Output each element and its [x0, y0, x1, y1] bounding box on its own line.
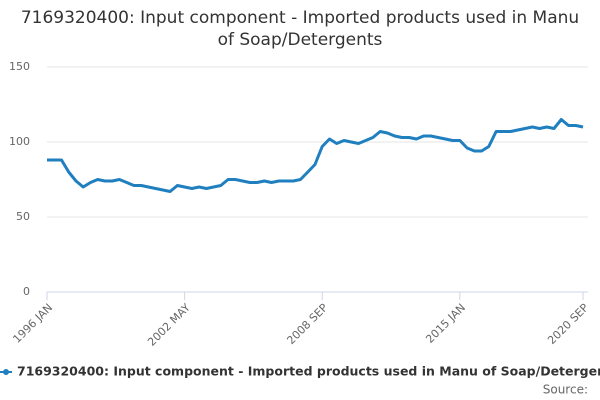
- x-tick-label: 2020 SEP: [545, 301, 591, 347]
- y-tick-label: 0: [23, 285, 30, 298]
- chart-title: 7169320400: Input component - Imported p…: [21, 8, 579, 50]
- y-tick-label: 150: [9, 60, 30, 73]
- x-tick-label: 2002 MAY: [145, 301, 193, 349]
- x-tick-label: 1996 JAN: [10, 301, 55, 346]
- x-tick-label: 2008 SEP: [284, 301, 330, 347]
- title-line: of Soap/Detergents: [218, 30, 383, 50]
- title-line: 7169320400: Input component - Imported p…: [21, 8, 579, 28]
- source: Source:: [543, 383, 588, 397]
- legend-label: 7169320400: Input component - Imported p…: [17, 364, 600, 379]
- x-tick-label: 2015 JAN: [423, 301, 468, 346]
- y-tick-label: 50: [16, 210, 30, 223]
- y-tick-label: 100: [9, 135, 30, 148]
- series-line: [47, 118, 584, 193]
- legend-marker: [3, 369, 9, 375]
